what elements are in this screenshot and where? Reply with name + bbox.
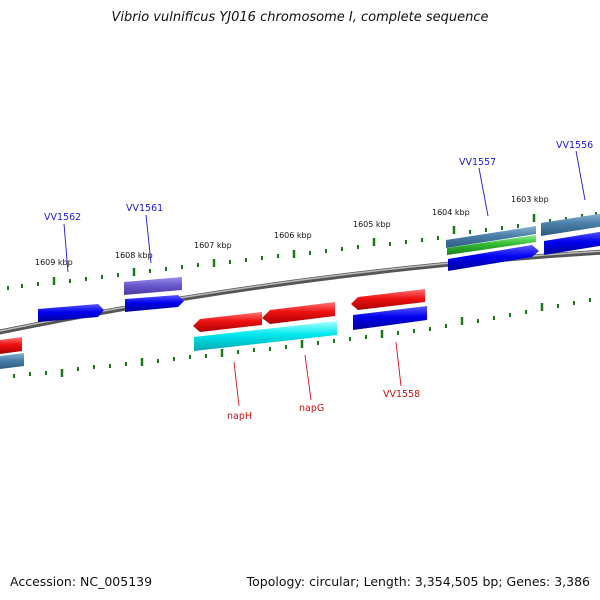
gene-arrow-napg[interactable] — [262, 302, 335, 324]
gene-label-vv1557: VV1557 — [459, 157, 496, 168]
gene-arrow-vv1556-steelblue[interactable] — [541, 213, 600, 236]
gene-arrow-naph[interactable] — [193, 312, 262, 332]
gene-label-vv1556: VV1556 — [556, 140, 593, 151]
gene-arrow-vv1562[interactable] — [38, 304, 104, 322]
leader-vv1556 — [575, 150, 586, 201]
gene-arrow-vv1558-red[interactable] — [351, 289, 425, 310]
leader-vv1562 — [63, 223, 69, 273]
gene-label-vv1558: VV1558 — [383, 389, 420, 400]
gene-arrow-vv1557-green[interactable] — [447, 235, 536, 255]
leader-vv1557 — [478, 167, 489, 217]
leader-naph — [233, 361, 240, 407]
chromosome-backbone — [0, 249, 600, 335]
leader-napg — [304, 354, 312, 401]
lower-tick-track — [13, 298, 591, 378]
kbp-label-1606: 1606 kbp — [274, 231, 312, 240]
kbp-label-1608: 1608 kbp — [115, 251, 153, 260]
leader-vv1558 — [395, 341, 402, 387]
kbp-label-1609: 1609 kbp — [35, 258, 73, 267]
forward-genes — [38, 213, 600, 322]
accession-label: Accession: NC_005139 — [10, 574, 153, 589]
gene-arrow-naph-cyan[interactable] — [194, 321, 337, 351]
gene-arrow-vv1561[interactable] — [125, 295, 184, 312]
gene-labels-top: VV1562 VV1561 VV1557 VV1556 — [44, 140, 593, 223]
kbp-label-1604: 1604 kbp — [432, 208, 470, 217]
gene-arrow-vv1556[interactable] — [544, 231, 600, 255]
gene-arrow-left-edge-steelblue[interactable] — [0, 353, 24, 369]
gene-arrow-vv1558[interactable] — [353, 306, 427, 330]
kbp-labels: 1609 kbp 1608 kbp 1607 kbp 1606 kbp 1605… — [35, 195, 549, 267]
map-title: Vibrio vulnificus YJ016 chromosome I, co… — [111, 10, 489, 25]
gene-labels-bottom: napH napG VV1558 — [227, 389, 420, 422]
gene-leader-lines — [63, 150, 586, 407]
genome-stats-label: Topology: circular; Length: 3,354,505 bp… — [246, 574, 590, 589]
reverse-genes — [0, 289, 427, 369]
gene-arrow-left-edge-red[interactable] — [0, 337, 22, 354]
gene-label-vv1561: VV1561 — [126, 203, 163, 214]
kbp-label-1607: 1607 kbp — [194, 241, 232, 250]
gene-label-napg: napG — [299, 403, 324, 414]
gene-arrow-vv1557[interactable] — [448, 245, 539, 271]
leader-vv1561 — [145, 214, 152, 264]
upper-tick-track — [7, 212, 597, 290]
gene-arrow-vv1561-purple[interactable] — [124, 277, 182, 295]
gene-label-vv1562: VV1562 — [44, 212, 81, 223]
kbp-label-1605: 1605 kbp — [353, 220, 391, 229]
gene-label-naph: napH — [227, 411, 252, 422]
gene-arrow-vv1557-steelblue[interactable] — [446, 226, 536, 248]
kbp-label-1603: 1603 kbp — [511, 195, 549, 204]
